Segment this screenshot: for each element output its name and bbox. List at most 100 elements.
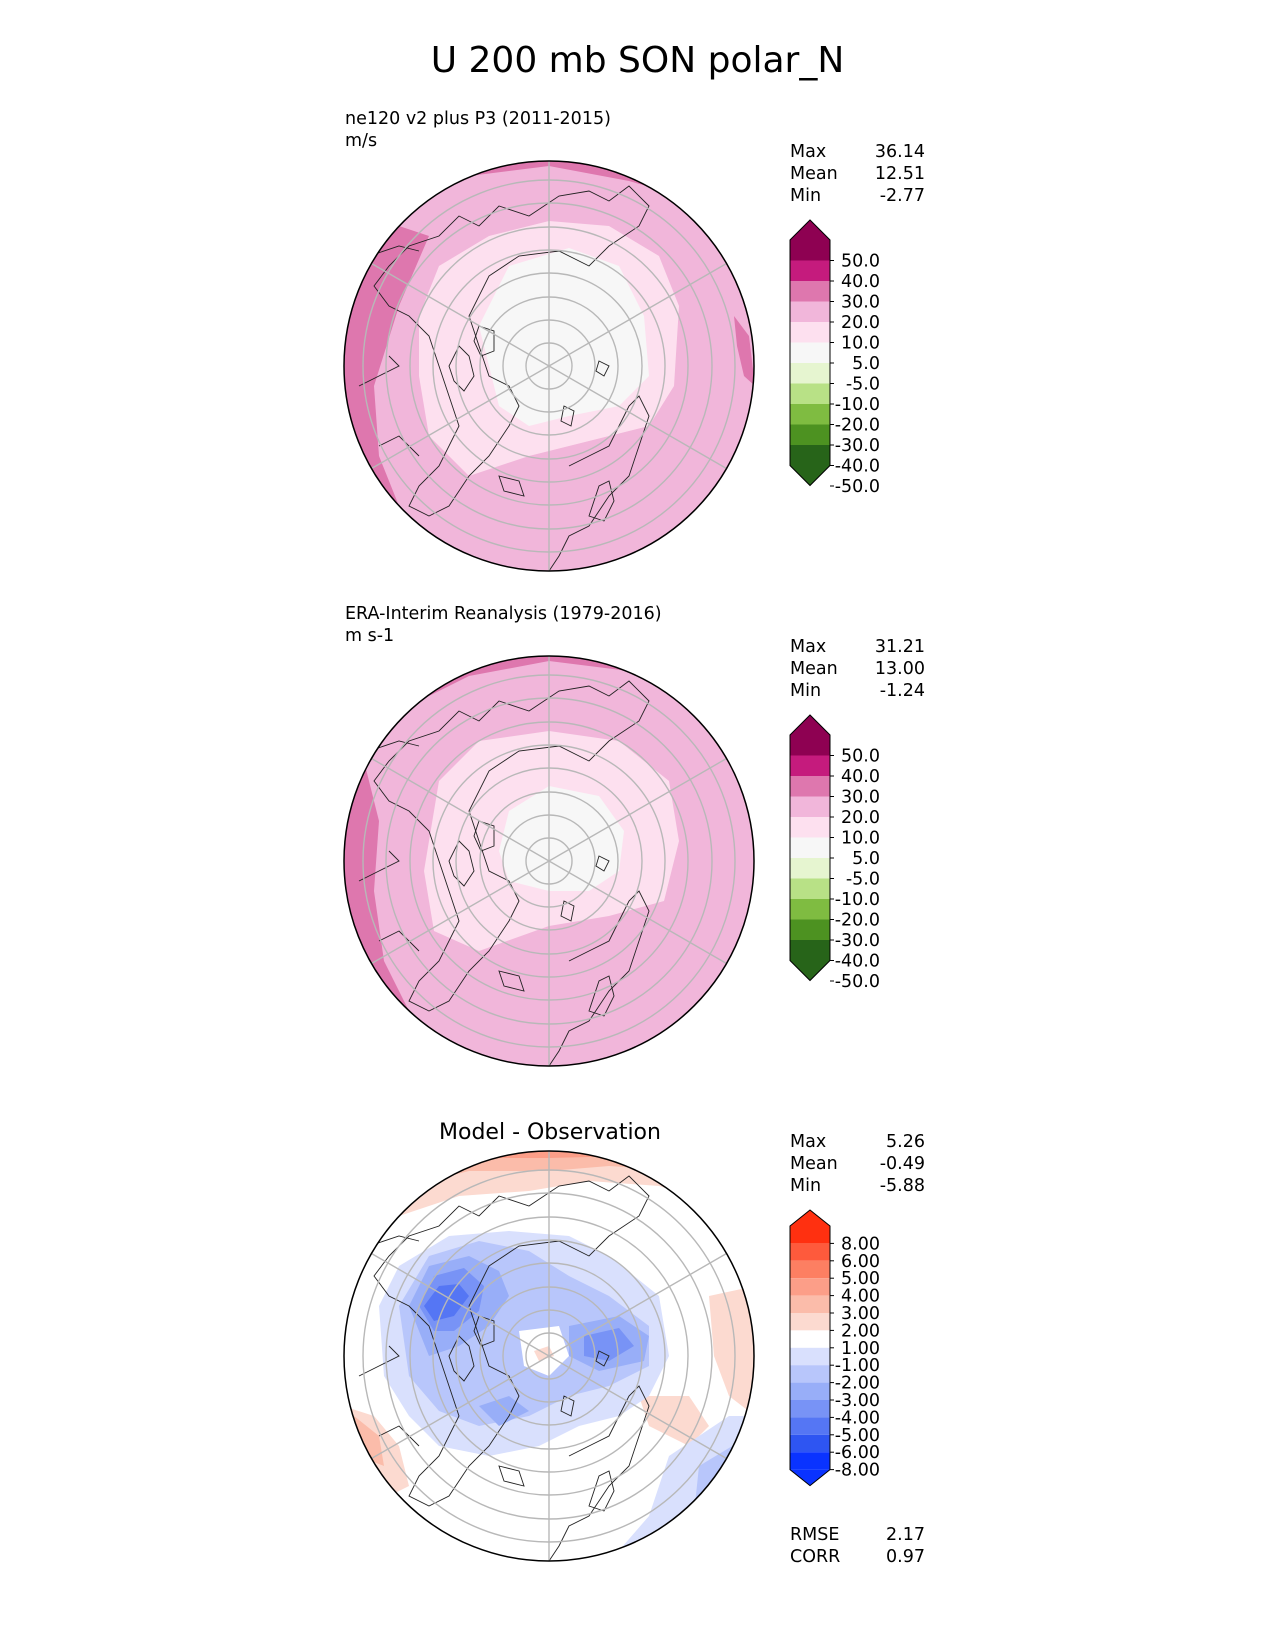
- colorbar-segment: [790, 837, 830, 858]
- polar-map-difference: [343, 1150, 755, 1562]
- colorbar-segment: [790, 322, 830, 343]
- colorbar-segment: [790, 1365, 830, 1383]
- colorbar-tick-label: 2.00: [841, 1321, 880, 1341]
- colorbar-extend-bottom: [790, 960, 830, 981]
- colorbar-segment: [790, 940, 830, 961]
- panel1-title: ne120 v2 plus P3 (2011-2015) m/s: [345, 108, 611, 152]
- colorbar-segment: [790, 445, 830, 466]
- colorbar-segment: [790, 301, 830, 322]
- colorbar-extend-bottom: [790, 465, 830, 486]
- colorbar-tick-label: -20.0: [835, 416, 880, 436]
- colorbar-tick-label: 10.0: [841, 334, 880, 354]
- colorbar-tick-label: -8.00: [835, 1461, 880, 1481]
- panel2-case-name: ERA-Interim Reanalysis (1979-2016): [345, 604, 662, 624]
- colorbar-segment: [790, 363, 830, 384]
- panel3-title: Model - Observation: [439, 1120, 661, 1145]
- colorbar-segment: [790, 281, 830, 302]
- colorbar-tick-label: -50.0: [835, 972, 880, 992]
- panel2-units: m s-1: [345, 626, 395, 646]
- colorbar-segment: [790, 878, 830, 899]
- colorbar-tick-label: 6.00: [841, 1252, 880, 1272]
- stat-max: Max 5.26: [790, 1132, 925, 1152]
- colorbar-tick-label: 8.00: [841, 1234, 880, 1254]
- colorbar-segment: [790, 260, 830, 281]
- colorbar-tick-label: -30.0: [835, 931, 880, 951]
- colorbar-segment: [790, 776, 830, 797]
- colorbar-tick-label: -4.00: [835, 1408, 880, 1428]
- polar-map-test: [343, 160, 755, 572]
- panel1-units: m/s: [345, 131, 378, 151]
- colorbar-tick-label: 30.0: [841, 293, 880, 313]
- colorbar-segment: [790, 1226, 830, 1244]
- colorbar-segment: [790, 1417, 830, 1435]
- panel3-metrics: RMSE 2.17 CORR 0.97: [790, 1524, 925, 1568]
- colorbar-segment: [790, 1434, 830, 1453]
- colorbar-segment: [790, 858, 830, 879]
- colorbar-segment: [790, 1278, 830, 1296]
- polar-map-reference: [343, 655, 755, 1067]
- colorbar-segment: [790, 1295, 830, 1313]
- panel3-stats: Max 5.26 Mean -0.49 Min -5.88: [790, 1131, 925, 1197]
- metric-rmse: RMSE 2.17: [790, 1525, 925, 1545]
- colorbar-segment: [790, 1330, 830, 1348]
- colorbar-tick-label: -50.0: [835, 477, 880, 497]
- panel1-stats: Max 36.14 Mean 12.51 Min -2.77: [790, 141, 925, 207]
- colorbar-panel3: 8.006.005.004.003.002.001.00-1.00-2.00-3…: [789, 1209, 880, 1487]
- colorbar-tick-label: 50.0: [841, 747, 880, 767]
- colorbar-extend-top: [790, 220, 830, 240]
- colorbar-segment: [790, 1452, 830, 1470]
- colorbar-segment: [790, 383, 830, 404]
- colorbar-tick-label: 4.00: [841, 1287, 880, 1307]
- colorbar-tick-label: 20.0: [841, 808, 880, 828]
- colorbar-segment: [790, 1400, 830, 1418]
- colorbar-tick-label: -6.00: [835, 1443, 880, 1463]
- colorbar-panel2: 50.040.030.020.010.05.0-5.0-10.0-20.0-30…: [789, 714, 880, 992]
- colorbar-tick-label: 20.0: [841, 313, 880, 333]
- colorbar-segment: [790, 342, 830, 363]
- panel2-title: ERA-Interim Reanalysis (1979-2016) m s-1: [345, 603, 662, 647]
- colorbar-segment: [790, 735, 830, 756]
- colorbar-tick-label: 5.0: [852, 849, 880, 869]
- colorbar-tick-label: 50.0: [841, 252, 880, 272]
- colorbar-tick-label: -3.00: [835, 1391, 880, 1411]
- stat-min: Min -1.24: [790, 681, 925, 701]
- colorbar-tick-label: -40.0: [835, 952, 880, 972]
- colorbar-tick-label: -5.00: [835, 1426, 880, 1446]
- colorbar-tick-label: 3.00: [841, 1304, 880, 1324]
- colorbar-tick-label: 40.0: [841, 272, 880, 292]
- colorbar-panel1: 50.040.030.020.010.05.0-5.0-10.0-20.0-30…: [789, 219, 880, 497]
- colorbar-segment: [790, 1313, 830, 1331]
- colorbar-tick-label: -2.00: [835, 1374, 880, 1394]
- colorbar-tick-label: -40.0: [835, 457, 880, 477]
- colorbar-segment: [790, 424, 830, 445]
- colorbar-segment: [790, 755, 830, 776]
- colorbar-tick-label: 1.00: [841, 1339, 880, 1359]
- panel1-case-name: ne120 v2 plus P3 (2011-2015): [345, 109, 611, 129]
- colorbar-tick-label: -1.00: [835, 1356, 880, 1376]
- figure-title: U 200 mb SON polar_N: [430, 40, 845, 81]
- colorbar-tick-label: -20.0: [835, 911, 880, 931]
- stat-mean: Mean -0.49: [790, 1154, 925, 1174]
- metric-corr: CORR 0.97: [790, 1547, 925, 1567]
- colorbar-tick-label: -30.0: [835, 436, 880, 456]
- colorbar-tick-label: -10.0: [835, 890, 880, 910]
- colorbar-tick-label: 5.0: [852, 354, 880, 374]
- colorbar-segment: [790, 1260, 830, 1279]
- colorbar-extend-top: [790, 715, 830, 735]
- stat-min: Min -2.77: [790, 186, 925, 206]
- colorbar-segment: [790, 1382, 830, 1400]
- colorbar-tick-label: 40.0: [841, 767, 880, 787]
- colorbar-segment: [790, 817, 830, 838]
- stat-max: Max 36.14: [790, 142, 925, 162]
- colorbar-segment: [790, 1347, 830, 1366]
- colorbar-tick-label: -10.0: [835, 395, 880, 415]
- colorbar-segment: [790, 240, 830, 261]
- stat-max: Max 31.21: [790, 637, 925, 657]
- panel2-stats: Max 31.21 Mean 13.00 Min -1.24: [790, 636, 925, 702]
- colorbar-extend-bottom: [790, 1469, 830, 1486]
- colorbar-segment: [790, 1243, 830, 1261]
- colorbar-tick-label: 10.0: [841, 829, 880, 849]
- colorbar-tick-label: 30.0: [841, 788, 880, 808]
- colorbar-segment: [790, 404, 830, 425]
- colorbar-tick-label: -5.0: [846, 375, 880, 395]
